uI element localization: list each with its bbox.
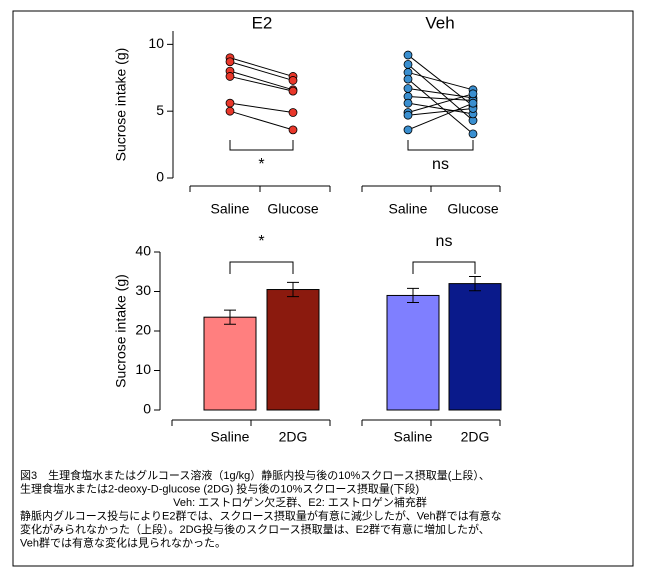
x-tick-label: Saline <box>389 201 428 217</box>
bar <box>203 316 257 411</box>
pair-line <box>407 78 474 135</box>
x-tick-label: Glucose <box>447 201 499 217</box>
pair-line <box>229 110 294 131</box>
significance-bracket <box>229 140 294 151</box>
caption-line: 変化がみられなかった（上段）。2DG投与後のスクロース摂取量は、E2群で有意に増… <box>20 522 490 536</box>
point <box>403 50 413 60</box>
error-bar <box>224 309 236 325</box>
x-tick-label: Saline <box>211 429 250 445</box>
x-tick-label: Saline <box>394 429 433 445</box>
y-tick-label: 0 <box>143 401 151 417</box>
point <box>288 86 298 96</box>
pair-line <box>229 102 294 114</box>
x-tick-label: Saline <box>211 201 250 217</box>
frame <box>12 10 634 567</box>
point <box>288 76 298 85</box>
significance-bracket <box>229 261 294 274</box>
point <box>403 125 413 135</box>
significance-bracket <box>412 261 476 274</box>
pair-line <box>407 102 474 115</box>
error-bar <box>407 287 419 304</box>
error-bar <box>287 281 299 298</box>
y-tick-label: 10 <box>148 35 164 51</box>
panel-title: E2 <box>252 13 273 32</box>
bar <box>386 294 440 411</box>
point <box>403 74 413 84</box>
y-tick-label: 20 <box>135 322 151 338</box>
caption-line: Veh群では有意な変化は見られなかった。 <box>20 535 226 549</box>
y-tick-label: 0 <box>156 169 164 185</box>
pair-line <box>407 64 474 121</box>
y-axis-label: Sucrose intake (g) <box>113 48 129 162</box>
point <box>225 98 235 108</box>
point <box>403 98 413 108</box>
pair-line <box>229 57 294 77</box>
pair-line <box>407 95 474 101</box>
panel-title: Veh <box>425 13 454 32</box>
bar <box>266 289 320 411</box>
point <box>225 106 235 116</box>
point <box>288 125 298 135</box>
significance-label: * <box>258 156 264 173</box>
point <box>288 108 298 117</box>
point <box>468 98 478 108</box>
point <box>403 60 413 69</box>
point <box>468 89 478 99</box>
point <box>225 72 235 81</box>
point <box>225 57 235 67</box>
pair-line <box>229 61 294 81</box>
x-tick-label: 2DG <box>461 429 490 445</box>
pair-line <box>407 102 474 131</box>
significance-label: * <box>258 233 264 250</box>
x-tick-label: Glucose <box>267 201 319 217</box>
significance-bracket <box>407 140 474 151</box>
y-tick-label: 40 <box>135 243 151 259</box>
point <box>403 110 413 120</box>
point <box>468 129 478 139</box>
pair-line <box>229 70 294 91</box>
caption-line: 静脈内グルコース投与によりE2群では、スクロース摂取量が有意に減少したが、Veh… <box>20 508 502 522</box>
pair-line <box>407 93 474 113</box>
significance-label: ns <box>436 233 453 250</box>
caption-line: 生理食塩水または2-deoxy-D-glucose (2DG) 投与後の10%ス… <box>20 481 419 495</box>
y-tick-label: 5 <box>156 102 164 118</box>
pair-line <box>407 108 474 116</box>
y-tick-label: 10 <box>135 361 151 377</box>
caption-line: 図3 生理食塩水またはグルコース溶液（1g/kg）静脈内投与後の10%スクロース… <box>20 468 490 482</box>
pair-line <box>229 75 294 92</box>
significance-label: ns <box>432 156 449 173</box>
error-bar <box>469 275 481 292</box>
pair-line <box>407 71 474 91</box>
y-tick-label: 30 <box>135 282 151 298</box>
point <box>403 84 413 93</box>
caption-line: Veh: エストロゲン欠乏群、E2: エストロゲン補充群 <box>173 495 427 509</box>
x-tick-label: 2DG <box>279 429 308 445</box>
pair-line <box>407 87 474 99</box>
bar <box>448 283 502 411</box>
y-axis-label: Sucrose intake (g) <box>113 274 129 388</box>
